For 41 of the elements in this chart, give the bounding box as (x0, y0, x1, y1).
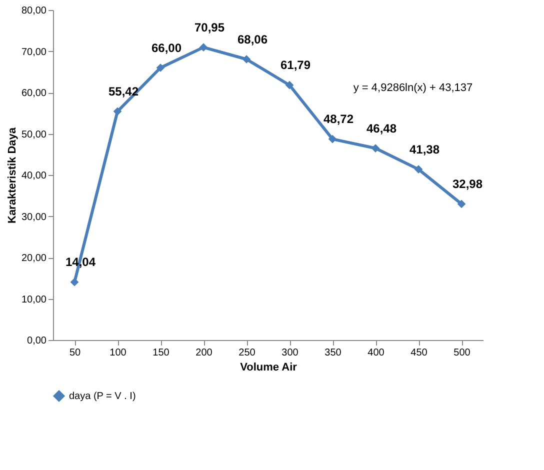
point (70, 278, 79, 286)
data-label: 41,38 (409, 142, 440, 156)
x-tick-label: 250 (238, 348, 256, 358)
point (285, 80, 294, 90)
point (457, 200, 466, 208)
y-tick-label: 30,00 (21, 212, 47, 223)
point (414, 165, 423, 174)
x-tick-label: 50 (69, 348, 81, 358)
data-label: 48,72 (323, 112, 354, 126)
y-tick-label: 0,00 (27, 336, 47, 346)
data-label: 66,00 (151, 40, 182, 55)
y-tick-label: 60,00 (21, 88, 47, 99)
point (371, 144, 380, 152)
data-label: 68,06 (237, 32, 268, 46)
y-tick-label: 10,00 (21, 294, 47, 306)
point (113, 107, 122, 116)
x-tick-label: 300 (282, 348, 299, 358)
data-label: 70,95 (194, 20, 225, 34)
x-tick-label: 200 (196, 348, 213, 358)
x-tick-label: 150 (152, 348, 170, 358)
data-label: 61,79 (280, 58, 311, 72)
point (328, 134, 337, 144)
y-tick-label: 70,00 (21, 46, 47, 58)
point (199, 43, 208, 52)
x-tick-label: 400 (368, 348, 385, 358)
y-axis-title: Karakteristik Daya (6, 126, 18, 224)
y-tick-label: 20,00 (21, 253, 47, 264)
y-tick-label: 50,00 (21, 129, 47, 140)
x-tick-label: 350 (324, 348, 342, 358)
y-tick-label: 40,00 (21, 170, 47, 182)
point (242, 55, 251, 64)
x-axis-title: Volume Air (240, 362, 298, 374)
point (156, 64, 165, 72)
x-tick-label: 100 (110, 348, 127, 358)
x-tick-label: 500 (454, 348, 471, 358)
data-label: 46,48 (366, 121, 397, 136)
legend-label: daya (P = V . I) (69, 391, 136, 402)
annotation: y = 4,9286ln(x) + 43,137 (353, 82, 473, 94)
x-tick-label: 450 (410, 348, 428, 358)
y-tick-label: 80,00 (21, 6, 47, 16)
data-label: 32,98 (452, 176, 483, 191)
